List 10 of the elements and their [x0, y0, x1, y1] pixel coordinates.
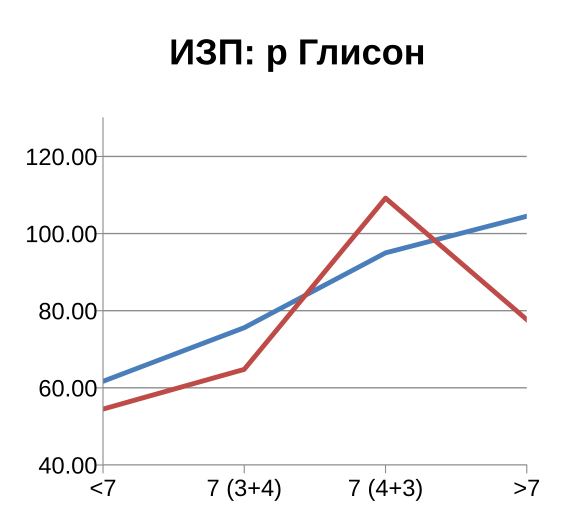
x-tick-label: <7 — [90, 480, 116, 496]
x-tick-label: 7 (4+3) — [349, 478, 422, 501]
y-tick-label: 120.00 — [27, 148, 97, 166]
y-tick-label: 80.00 — [39, 302, 97, 320]
x-tick-label: >7 — [514, 480, 540, 496]
chart-title: ИЗП: р Глисон — [172, 39, 424, 72]
y-tick-label: 40.00 — [38, 457, 97, 474]
x-tick-label: 7 (3+4) — [208, 478, 281, 501]
y-tick-label: 100.00 — [27, 226, 97, 242]
y-tick-label: 60.00 — [40, 380, 97, 397]
